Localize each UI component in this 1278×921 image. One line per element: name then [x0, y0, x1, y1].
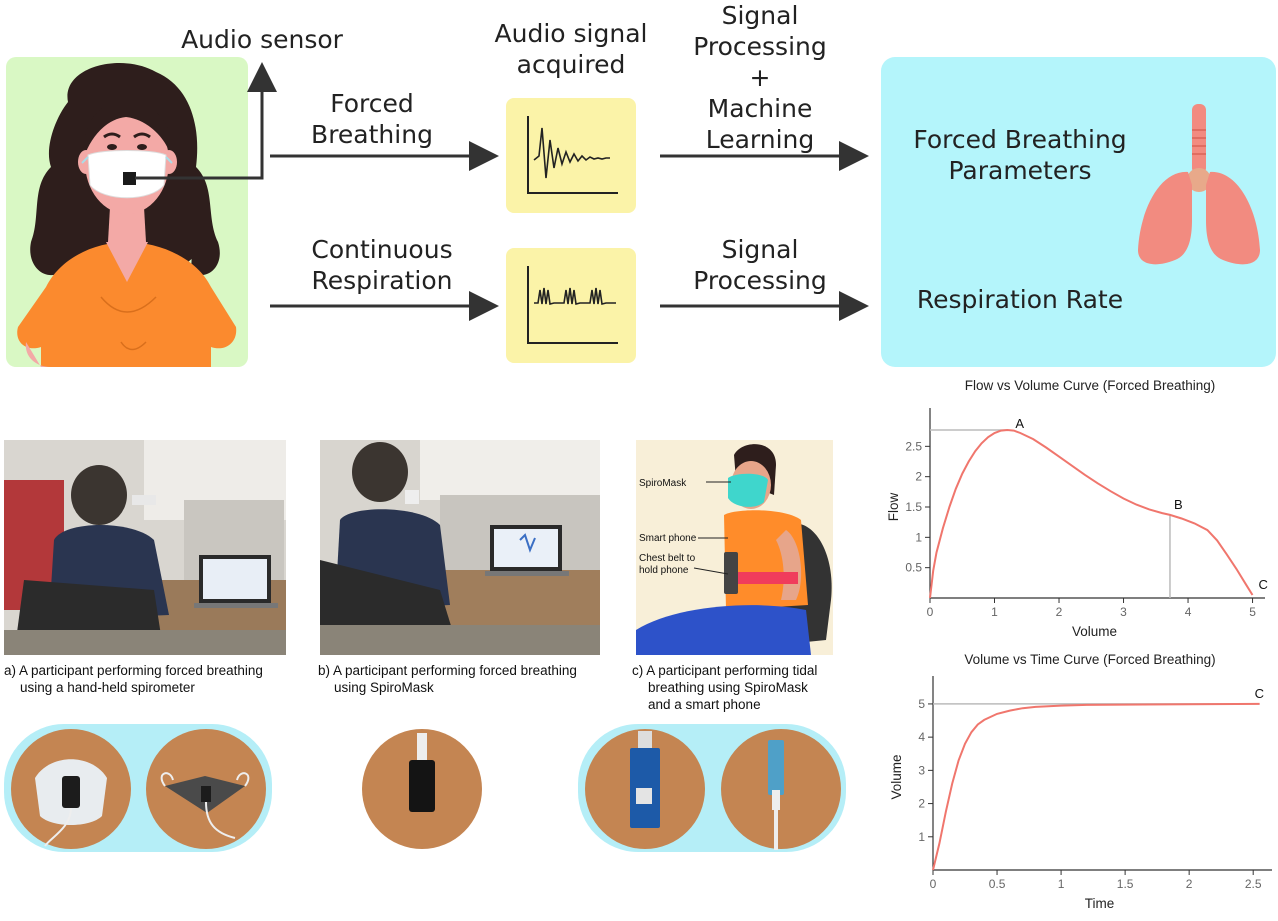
forced-breathing-parameters-label: Forced Breathing Parameters [913, 125, 1127, 185]
caption-c: c) A participant performing tidal breath… [632, 663, 818, 712]
annotation-a: A [1015, 416, 1024, 431]
series-line [932, 702, 1260, 871]
photo-a-scene [4, 440, 286, 655]
x-tick-label: 2.5 [1245, 877, 1262, 891]
annotation-c: C [1255, 686, 1264, 701]
x-tick-label: 0 [930, 877, 937, 891]
x-tick-label: 0 [927, 605, 934, 619]
x-tick-label: 1 [991, 605, 998, 619]
person-panel [6, 57, 248, 367]
volume-time-chart: 0 0.5 1 1.5 2 2.5 1 2 3 4 5 Time Volume C [889, 676, 1272, 911]
y-tick-label: 1 [915, 530, 922, 544]
chest-belt-label-2: hold phone [639, 565, 689, 576]
signal-processing-ml-label: Signal Processing + Machine Learning [693, 1, 827, 154]
continuous-respiration-label: Continuous Respiration [311, 235, 453, 295]
series-line [929, 428, 1254, 599]
y-tick-label: 2.5 [905, 439, 922, 453]
mask-photo-2 [146, 729, 266, 849]
audio-signal-acquired-label: Audio signal acquired [494, 19, 648, 79]
annotation-c: C [1259, 577, 1268, 592]
caption-b: b) A participant performing forced breat… [318, 663, 577, 695]
y-tick-label: 5 [918, 697, 925, 711]
x-axis-label: Time [1085, 896, 1115, 911]
illustration-c-scene: SpiroMask Smart phone Chest belt to hold… [636, 440, 833, 655]
x-tick-label: 3 [1120, 605, 1127, 619]
y-tick-label: 0.5 [905, 561, 922, 575]
photo-hand-held-spirometer [4, 440, 286, 655]
photo-b-scene [320, 440, 600, 655]
annotation-b: B [1174, 497, 1183, 512]
mask-photo-1 [11, 729, 131, 849]
flow-volume-chart: 0 1 2 3 4 5 0.5 1 1.5 2 2.5 Volume Flow A B C [886, 408, 1268, 639]
y-tick-label: 2 [918, 797, 925, 811]
lungs-icon [1138, 104, 1260, 265]
y-tick-label: 1.5 [905, 500, 922, 514]
x-tick-label: 4 [1185, 605, 1192, 619]
respiration-rate-label: Respiration Rate [916, 285, 1124, 314]
signal-processing-label: Signal Processing [693, 235, 827, 295]
illustration-tidal-breathing: SpiroMask Smart phone Chest belt to hold… [636, 440, 833, 655]
x-tick-label: 1 [1058, 877, 1065, 891]
board-photo [585, 729, 705, 849]
x-axis-label: Volume [1072, 624, 1117, 639]
chart1-title: Flow vs Volume Curve (Forced Breathing) [964, 378, 1216, 393]
smart-phone-label: Smart phone [639, 533, 697, 544]
y-tick-label: 1 [918, 830, 925, 844]
forced-breathing-label: Forced Breathing [311, 89, 433, 149]
x-tick-label: 2 [1056, 605, 1063, 619]
spiromask-label: SpiroMask [639, 478, 687, 489]
respiration-signal-box [506, 248, 636, 363]
forced-signal-waveform [527, 116, 618, 194]
y-axis-label: Flow [886, 493, 901, 522]
y-axis-label: Volume [889, 754, 904, 799]
y-tick-label: 2 [915, 470, 922, 484]
audio-sensor-label: Audio sensor [181, 25, 343, 54]
x-tick-label: 1.5 [1117, 877, 1134, 891]
chart2-title: Volume vs Time Curve (Forced Breathing) [964, 652, 1216, 667]
forced-signal-box [506, 98, 636, 213]
caption-a: a) A participant performing forced breat… [4, 663, 263, 695]
respiration-signal-waveform [527, 266, 618, 344]
x-tick-label: 0.5 [989, 877, 1006, 891]
x-tick-label: 5 [1249, 605, 1256, 619]
woman-with-mask-illustration [17, 63, 237, 367]
photo-spiromask-forced-breathing [320, 440, 600, 655]
sensor-device-photo [362, 729, 482, 849]
y-tick-label: 4 [918, 730, 925, 744]
chest-belt-label-1: Chest belt to [639, 553, 696, 564]
x-tick-label: 2 [1186, 877, 1193, 891]
sensor-stick-photo [721, 729, 841, 850]
y-tick-label: 3 [918, 763, 925, 777]
